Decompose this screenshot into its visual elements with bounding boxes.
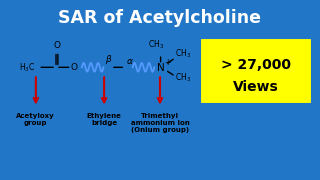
- Text: $\mathsf{CH_3}$: $\mathsf{CH_3}$: [175, 48, 191, 60]
- Bar: [5, 3, 315, 34]
- Bar: [200, 38, 312, 104]
- Text: $\mathsf{CH_3}$: $\mathsf{CH_3}$: [148, 38, 164, 51]
- Text: +: +: [164, 58, 171, 68]
- Text: Views: Views: [233, 80, 279, 93]
- Text: Acetyloxy
group: Acetyloxy group: [16, 113, 55, 126]
- Text: O: O: [53, 41, 60, 50]
- Text: > 27,000: > 27,000: [221, 58, 291, 72]
- Text: $\mathsf{CH_3}$: $\mathsf{CH_3}$: [175, 71, 191, 84]
- Text: Trimethyl
ammonium ion
(Onium group): Trimethyl ammonium ion (Onium group): [131, 113, 189, 133]
- Text: $\beta$: $\beta$: [105, 53, 112, 66]
- Text: O: O: [70, 63, 77, 72]
- Text: $\mathsf{N}$: $\mathsf{N}$: [156, 61, 164, 73]
- Text: Ethylene
bridge: Ethylene bridge: [87, 113, 122, 126]
- Text: $\alpha$: $\alpha$: [126, 57, 134, 66]
- Text: $\mathsf{H_3C}$: $\mathsf{H_3C}$: [19, 61, 35, 74]
- Text: SAR of Acetylcholine: SAR of Acetylcholine: [59, 9, 261, 27]
